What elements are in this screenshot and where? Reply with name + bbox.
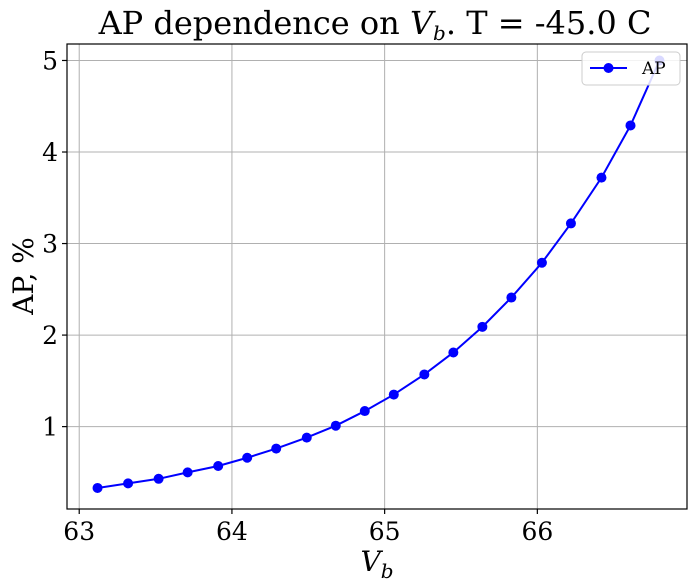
x-tick-label: 66 (521, 517, 553, 546)
y-tick-label: 3 (42, 230, 58, 259)
y-tick-label: 4 (42, 138, 58, 167)
axis-ticks: 63 64 65 66 1 2 3 4 5 (42, 46, 553, 546)
y-axis-label: AP, % (7, 237, 40, 316)
data-point (419, 369, 430, 380)
x-tick-label: 64 (216, 517, 248, 546)
data-point (92, 482, 103, 493)
legend-box (581, 51, 681, 86)
data-point (596, 172, 607, 183)
data-point (625, 120, 636, 131)
data-point (388, 389, 399, 400)
data-point (182, 467, 193, 478)
plot-area-frame (66, 43, 688, 510)
y-tick-label: 1 (42, 413, 58, 442)
y-tick-label: 2 (42, 321, 58, 350)
data-point (536, 257, 547, 268)
plot-series (92, 55, 665, 493)
data-point (271, 443, 282, 454)
data-point (330, 420, 341, 431)
data-point (448, 347, 459, 358)
x-tick-label: 65 (369, 517, 401, 546)
legend: AP (581, 51, 681, 86)
data-point (242, 452, 253, 463)
data-point (123, 478, 134, 489)
data-point (565, 218, 576, 229)
x-tick-label: 63 (63, 517, 95, 546)
y-tick-label: 5 (42, 46, 58, 75)
legend-label-ap: AP (641, 59, 666, 79)
data-point (506, 292, 517, 303)
data-point (213, 460, 224, 471)
data-point (477, 321, 488, 332)
data-point (153, 473, 164, 484)
grid-lines (67, 44, 687, 509)
legend-marker-ap (603, 63, 614, 73)
chart-title: AP dependence on Vb. T = -45.0 C (98, 4, 652, 45)
series-line-ap (97, 60, 661, 489)
x-axis-label: Vb (360, 545, 393, 583)
data-point (301, 432, 312, 443)
data-point (359, 406, 370, 417)
